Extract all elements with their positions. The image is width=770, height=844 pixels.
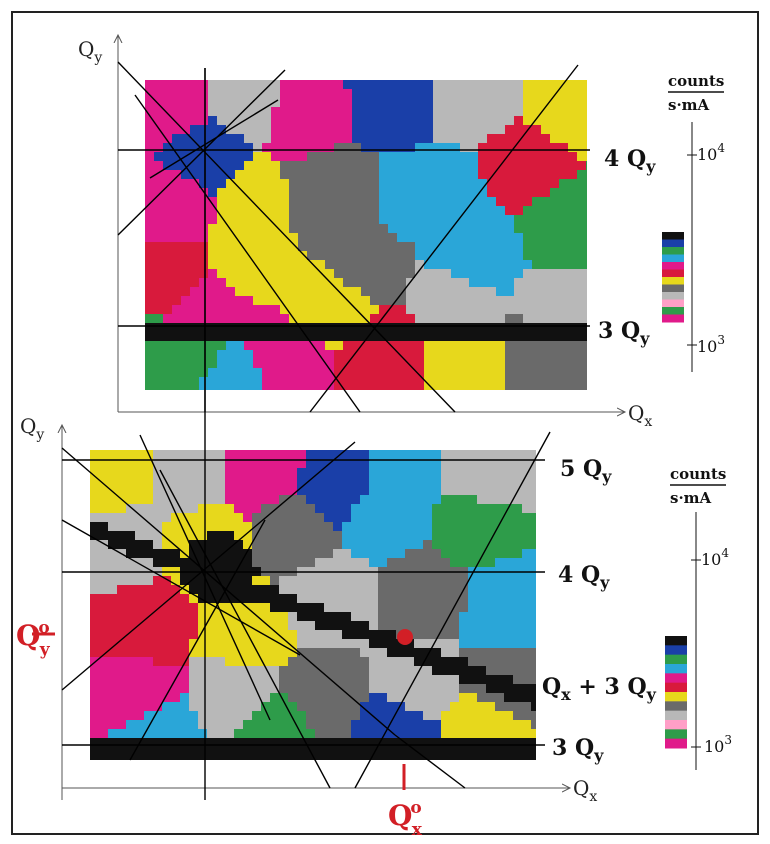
top-line-short [149, 99, 279, 179]
bottom-colorbar-title-top: counts [670, 465, 726, 483]
top-colorbar-tick-low: 103 [697, 333, 725, 356]
top-intensity-map [145, 80, 587, 390]
top-line-diag-down [117, 61, 456, 413]
bottom-line-fan-1 [61, 519, 301, 656]
top-colorbar-title-top: counts [668, 72, 724, 90]
qy0-label: Qo y [16, 618, 51, 660]
bottom-panel: Qy Qx Qo y Qo x 5 Qy 4 Qy Qx + 3 Qy 3 Qy c… [16, 68, 732, 840]
bottom-colorbar-tick-high: 104 [701, 546, 729, 569]
top-colorbar-swatches [662, 232, 684, 323]
bottom-line-diag-up [61, 441, 356, 691]
top-colorbar-tick-high: 104 [697, 141, 725, 164]
bottom-label-3qy: 3 Qy [552, 735, 604, 765]
qx0-label: Qo x [388, 798, 423, 840]
bottom-line-fan-3 [139, 434, 271, 721]
top-line-diag-up-left [117, 69, 286, 236]
bottom-line-fan-2 [159, 469, 331, 789]
bottom-label-4qy: 4 Qy [558, 562, 610, 592]
top-resonance-lines [117, 61, 590, 413]
bottom-intensity-map [90, 450, 536, 760]
bottom-colorbar-tick-low: 103 [704, 733, 732, 756]
top-y-axis-label: Qy [78, 37, 102, 66]
bottom-line-fan-4 [129, 519, 266, 761]
top-line-diag-up-right [309, 64, 579, 413]
bottom-label-qx-3qy: Qx + 3 Qy [542, 674, 657, 704]
top-label-3qy: 3 Qy [598, 318, 650, 348]
bottom-line-diag-steep [354, 431, 551, 789]
bottom-y-axis-label: Qy [20, 414, 44, 443]
bottom-colorbar-swatches [665, 636, 687, 749]
bottom-resonance-lines [61, 68, 551, 800]
top-x-axis-label: Qx [628, 401, 652, 430]
bottom-line-short [394, 734, 466, 789]
bottom-label-5qy: 5 Qy [560, 456, 612, 486]
bottom-line-diag-down [61, 447, 396, 736]
working-point-marker [397, 629, 413, 645]
top-colorbar-title-bottom: s·mA [668, 96, 710, 114]
bottom-x-axis-label: Qx [573, 776, 597, 805]
top-colorbar: counts s·mA 104 103 [662, 72, 725, 372]
bottom-colorbar-title-bottom: s·mA [670, 489, 712, 507]
top-line-diag-2 [134, 94, 361, 413]
top-panel: Qy Qx 4 Qy 3 Qy counts s·mA 104 103 [78, 35, 725, 430]
top-label-4qy: 4 Qy [604, 146, 656, 176]
bottom-colorbar: counts s·mA 104 103 [665, 465, 732, 770]
figure-border [11, 11, 759, 835]
